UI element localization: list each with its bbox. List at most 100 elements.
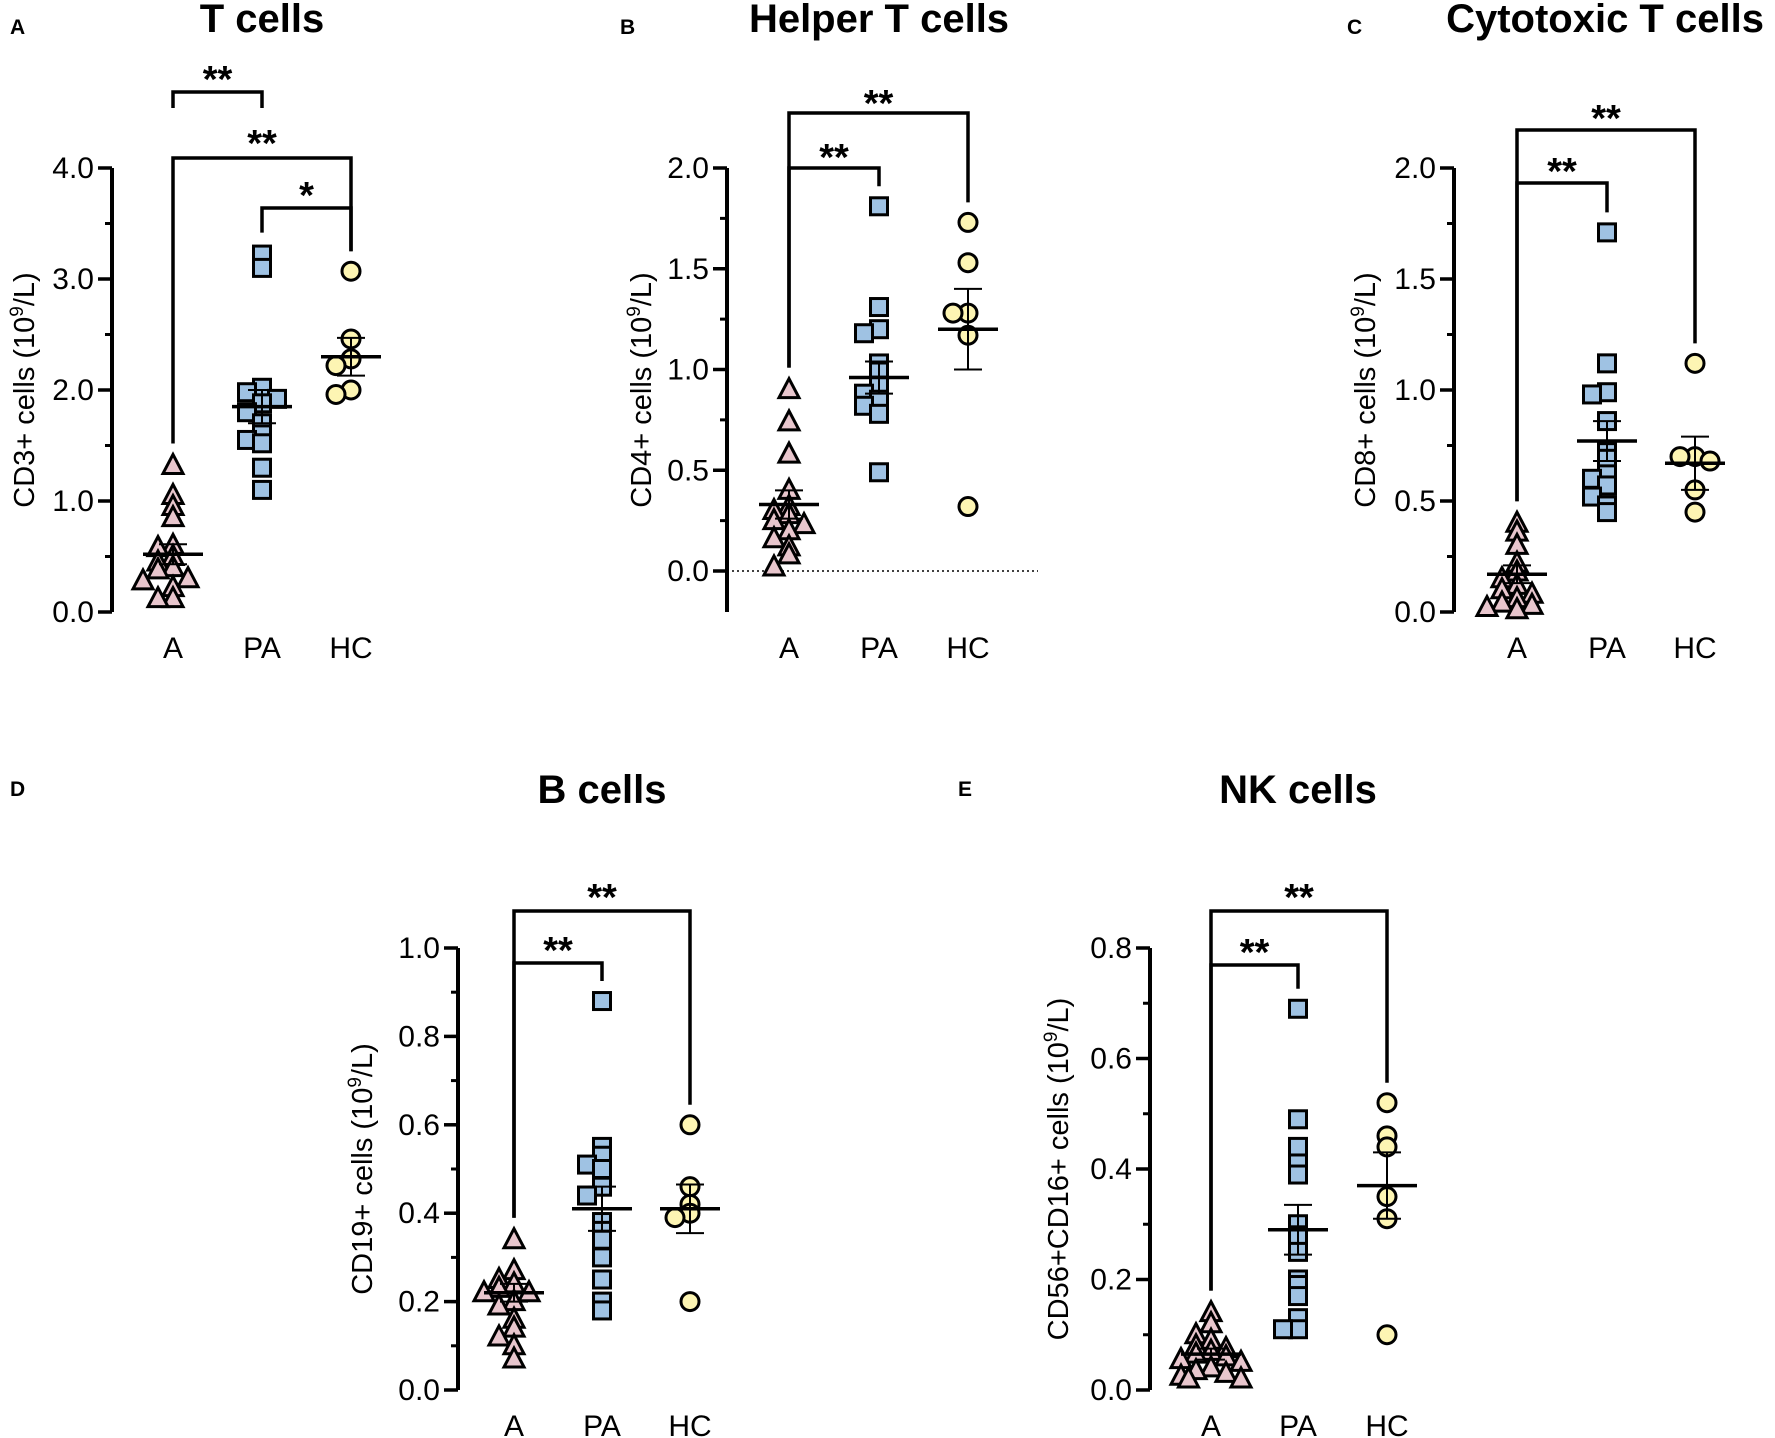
x-category-label: PA: [1588, 632, 1626, 665]
x-category-label: A: [1507, 632, 1527, 665]
y-tick-label: 0.0: [667, 555, 709, 588]
data-point-triangle: [776, 407, 802, 432]
y-tick-label: 3.0: [52, 263, 94, 296]
data-point-triangle: [761, 524, 787, 549]
data-point-triangle: [130, 566, 156, 591]
x-category-label: PA: [860, 632, 898, 665]
y-tick-label: 1.0: [398, 932, 440, 965]
data-point-circle: [664, 1207, 686, 1229]
data-point-square: [1288, 998, 1308, 1019]
data-point-square: [252, 257, 272, 278]
significance-bracket: [171, 90, 264, 108]
data-point-square: [1582, 384, 1602, 405]
data-point-square: [592, 1229, 612, 1250]
data-point-circle: [325, 355, 347, 377]
x-category-label: A: [1201, 1410, 1221, 1438]
data-point-square: [1288, 1136, 1308, 1157]
y-tick-label: 0.2: [398, 1286, 440, 1319]
y-axis-label-end: /L): [626, 272, 658, 306]
significance-label: **: [587, 877, 617, 919]
data-point-circle: [325, 383, 347, 405]
y-axis-label-main: CD8+ cells (10: [1350, 317, 1382, 508]
data-point-square: [1597, 353, 1617, 374]
y-tick-label: 2.0: [1394, 152, 1436, 185]
y-axis-label-superscript: 9: [1041, 1032, 1062, 1043]
y-axis-label: CD4+ cells (109/L): [624, 272, 658, 507]
data-point-triangle: [486, 1322, 512, 1347]
significance-label: **: [864, 83, 894, 125]
x-category-label: PA: [583, 1410, 621, 1438]
data-point-triangle: [791, 510, 817, 535]
data-point-square: [854, 323, 874, 344]
panel-label: A: [10, 16, 25, 39]
data-point-triangle: [776, 375, 802, 400]
y-tick-label: 0.6: [398, 1109, 440, 1142]
data-point-triangle: [1198, 1353, 1224, 1378]
y-axis-label-superscript: 9: [1348, 306, 1369, 317]
data-point-square: [592, 1300, 612, 1321]
panel-a: A T cells 0.0 1.0 2.0 3.0 4.0 CD3+ cells (109/L…: [7, 0, 381, 665]
data-point-square: [1597, 502, 1617, 523]
y-tick-label: 1.0: [667, 354, 709, 387]
data-point-circle: [942, 302, 964, 324]
y-tick-label: 4.0: [52, 152, 94, 185]
y-axis-label-end: /L): [9, 272, 41, 306]
y-axis-label-end: /L): [1350, 272, 1382, 306]
panel-label: E: [958, 778, 972, 801]
data-point-circle: [340, 260, 362, 282]
data-point-triangle: [501, 1344, 527, 1369]
data-point-square: [869, 196, 889, 217]
y-tick-label: 0.0: [1394, 596, 1436, 629]
data-point-triangle: [501, 1225, 527, 1250]
panel-title: T cells: [200, 0, 325, 41]
data-point-triangle: [1474, 593, 1500, 618]
data-point-triangle: [776, 540, 802, 565]
significance-bracket: [787, 111, 970, 368]
y-tick-label: 1.0: [52, 485, 94, 518]
x-category-label: HC: [1673, 632, 1716, 665]
y-tick-label: 0.6: [1090, 1043, 1132, 1076]
x-category-label: HC: [668, 1410, 711, 1438]
data-point-square: [592, 991, 612, 1012]
panel-title: Helper T cells: [749, 0, 1009, 41]
y-tick-label: 1.0: [1394, 374, 1436, 407]
significance-bracket: [171, 156, 353, 444]
data-point-square: [869, 403, 889, 424]
y-axis-label: CD8+ cells (109/L): [1348, 272, 1382, 507]
y-tick-label: 0.0: [52, 596, 94, 629]
y-axis-label-end: /L): [347, 1043, 379, 1077]
y-axis-label: CD3+ cells (109/L): [7, 272, 41, 507]
data-point-triangle: [1213, 1359, 1239, 1383]
significance-bracket: [512, 909, 692, 1218]
data-point-square: [869, 462, 889, 483]
data-point-circle: [1669, 446, 1691, 468]
y-axis-label-main: CD19+ cells (10: [347, 1088, 379, 1295]
y-tick-label: 2.0: [52, 374, 94, 407]
data-point-triangle: [1489, 588, 1515, 613]
data-point-circle: [957, 252, 979, 274]
y-tick-label: 1.5: [667, 253, 709, 286]
significance-bracket: [1209, 909, 1389, 1291]
x-category-label: HC: [946, 632, 989, 665]
x-category-label: A: [163, 632, 183, 665]
significance-bracket: [260, 206, 353, 252]
data-point-circle: [1376, 1324, 1398, 1346]
significance-bracket: [1209, 963, 1300, 1291]
significance-label: **: [543, 930, 573, 972]
data-point-square: [869, 297, 889, 318]
panel-title: NK cells: [1219, 768, 1377, 812]
data-point-square: [252, 457, 272, 478]
x-category-label: A: [504, 1410, 524, 1438]
data-point-square: [1288, 1164, 1308, 1185]
y-axis-label-end: /L): [1043, 998, 1075, 1032]
data-point-triangle: [1176, 1364, 1201, 1389]
y-tick-label: 0.2: [1090, 1264, 1132, 1297]
panel-c: C Cytotoxic T cells 0.0 0.5 1.0 1.5 2.0 CD8+ ce…: [1347, 0, 1764, 665]
x-category-label: A: [779, 632, 799, 665]
y-axis-label-superscript: 9: [624, 306, 645, 317]
data-point-square: [1597, 222, 1617, 243]
y-axis-label-superscript: 9: [345, 1077, 366, 1088]
data-point-square: [1288, 1109, 1308, 1130]
significance-label: **: [1240, 932, 1270, 974]
y-tick-label: 0.4: [398, 1197, 440, 1230]
